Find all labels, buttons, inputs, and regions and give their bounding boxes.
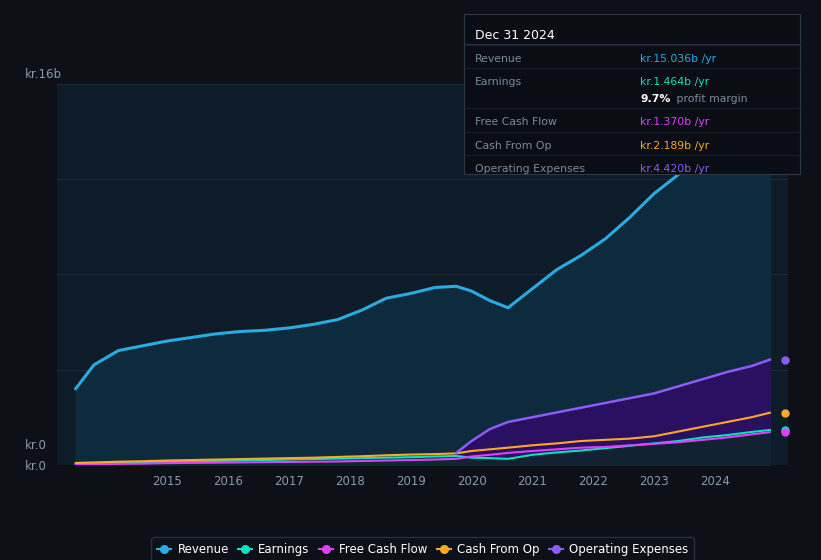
Text: Cash From Op: Cash From Op <box>475 141 551 151</box>
Text: Earnings: Earnings <box>475 77 521 87</box>
Text: Operating Expenses: Operating Expenses <box>475 164 585 174</box>
Text: Dec 31 2024: Dec 31 2024 <box>475 29 554 42</box>
Text: kr.16b: kr.16b <box>25 68 62 81</box>
Text: kr.2.189b /yr: kr.2.189b /yr <box>640 141 709 151</box>
Text: kr.1.464b /yr: kr.1.464b /yr <box>640 77 709 87</box>
Text: profit margin: profit margin <box>673 94 748 104</box>
Text: kr.0: kr.0 <box>25 438 47 452</box>
Text: 9.7%: 9.7% <box>640 94 671 104</box>
Text: kr.1.370b /yr: kr.1.370b /yr <box>640 117 709 127</box>
Text: Revenue: Revenue <box>475 54 522 64</box>
Legend: Revenue, Earnings, Free Cash Flow, Cash From Op, Operating Expenses: Revenue, Earnings, Free Cash Flow, Cash … <box>151 538 695 560</box>
Text: kr.4.420b /yr: kr.4.420b /yr <box>640 164 709 174</box>
Text: Free Cash Flow: Free Cash Flow <box>475 117 557 127</box>
Text: kr.15.036b /yr: kr.15.036b /yr <box>640 54 717 64</box>
